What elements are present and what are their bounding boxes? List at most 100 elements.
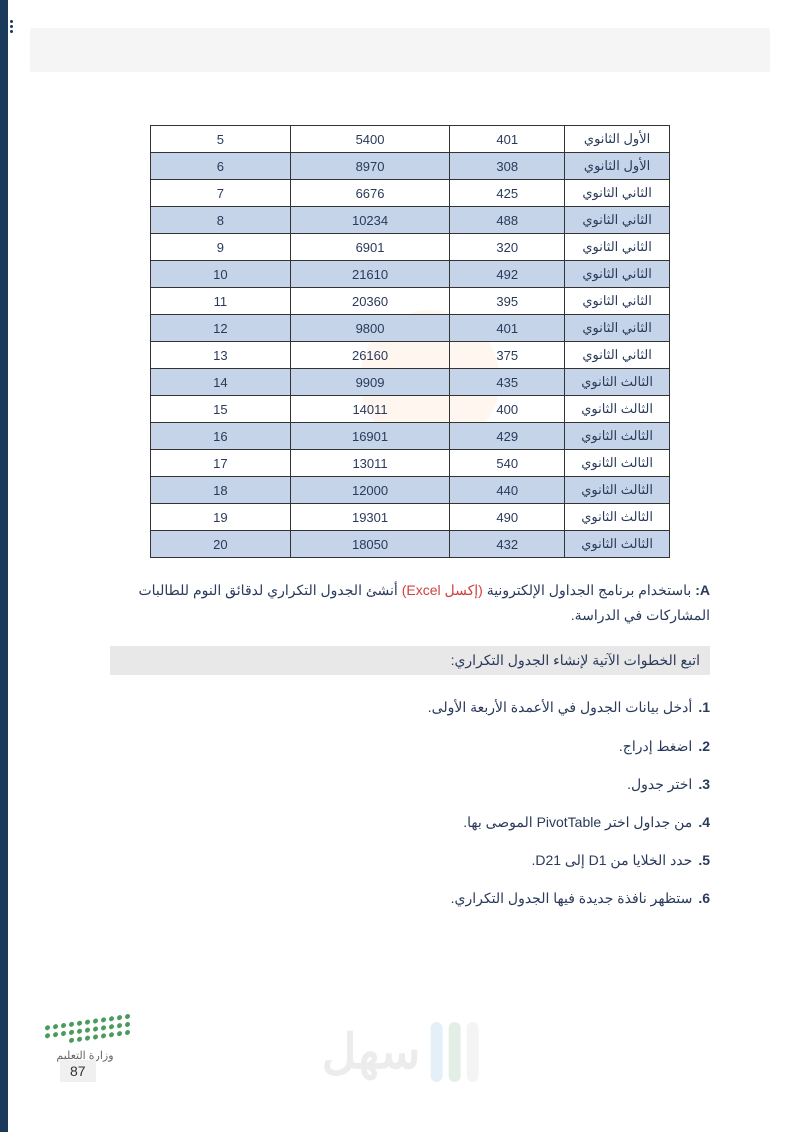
top-decoration-dots [10,20,13,33]
table-cell: 17 [151,450,291,477]
table-cell: 395 [450,288,565,315]
table-cell: الأول الثانوي [565,153,670,180]
table-cell: 19301 [290,504,450,531]
table-cell: الثاني الثانوي [565,342,670,369]
step-number: 5. [698,852,710,868]
step-item: 2. اضغط إدراج. [110,730,710,762]
question-excel: (إكسل Excel) [402,582,483,598]
step-text: من جداول اختر PivotTable الموصى بها. [463,814,692,830]
table-cell: 492 [450,261,565,288]
step-item: 4. من جداول اختر PivotTable الموصى بها. [110,806,710,838]
table-body: الأول الثانوي40154005الأول الثانوي308897… [151,126,670,558]
table-row: الثالث الثانوي5401301117 [151,450,670,477]
table-cell: 488 [450,207,565,234]
table-cell: 375 [450,342,565,369]
table-cell: 429 [450,423,565,450]
table-cell: 13011 [290,450,450,477]
question-paragraph: A: باستخدام برنامج الجداول الإلكترونية (… [110,578,710,628]
table-cell: الثاني الثانوي [565,207,670,234]
table-cell: الثالث الثانوي [565,450,670,477]
table-cell: الثالث الثانوي [565,504,670,531]
table-cell: 13 [151,342,291,369]
data-table: الأول الثانوي40154005الأول الثانوي308897… [150,125,670,558]
step-text: أدخل بيانات الجدول في الأعمدة الأربعة ال… [428,699,693,715]
page-content: الأول الثانوي40154005الأول الثانوي308897… [110,125,710,921]
table-row: الأول الثانوي30889706 [151,153,670,180]
table-cell: 5400 [290,126,450,153]
table-row: الثاني الثانوي3752616013 [151,342,670,369]
table-cell: 18050 [290,531,450,558]
table-row: الثاني الثانوي4922161010 [151,261,670,288]
table-cell: 6676 [290,180,450,207]
table-cell: 320 [450,234,565,261]
step-text: ستظهر نافذة جديدة فيها الجدول التكراري. [451,890,693,906]
step-number: 3. [698,776,710,792]
table-cell: 18 [151,477,291,504]
table-cell: 401 [450,315,565,342]
table-cell: 425 [450,180,565,207]
table-row: الثالث الثانوي4001401115 [151,396,670,423]
table-cell: 14011 [290,396,450,423]
question-prefix: باستخدام برنامج الجداول الإلكترونية [487,582,692,598]
table-cell: 440 [450,477,565,504]
step-number: 6. [698,890,710,906]
table-cell: 7 [151,180,291,207]
table-cell: 12000 [290,477,450,504]
table-cell: 16901 [290,423,450,450]
step-item: 5. حدد الخلايا من D1 إلى D21. [110,844,710,876]
table-cell: 12 [151,315,291,342]
table-cell: 20 [151,531,291,558]
table-cell: 14 [151,369,291,396]
watermark-text-ar: سهل [322,1024,421,1080]
table-cell: 9909 [290,369,450,396]
page-left-border [0,0,8,1132]
table-cell: 6901 [290,234,450,261]
table-row: الثالث الثانوي4401200018 [151,477,670,504]
table-cell: 9 [151,234,291,261]
step-text: حدد الخلايا من D1 إلى D21. [531,852,692,868]
table-cell: 432 [450,531,565,558]
table-cell: الثالث الثانوي [565,531,670,558]
question-label: A: [695,582,710,598]
table-row: الثالث الثانوي435990914 [151,369,670,396]
step-number: 1. [698,699,710,715]
table-row: الثاني الثانوي32069019 [151,234,670,261]
table-cell: 21610 [290,261,450,288]
step-number: 2. [698,738,710,754]
table-row: الثالث الثانوي4321805020 [151,531,670,558]
table-cell: 308 [450,153,565,180]
table-row: الثالث الثانوي4291690116 [151,423,670,450]
table-cell: الثاني الثانوي [565,288,670,315]
watermark-bars [430,1022,478,1082]
step-item: 3. اختر جدول. [110,768,710,800]
table-row: الثاني الثانوي401980012 [151,315,670,342]
table-cell: 26160 [290,342,450,369]
table-cell: الثاني الثانوي [565,315,670,342]
steps-list: 1. أدخل بيانات الجدول في الأعمدة الأربعة … [110,691,710,914]
table-row: الثاني الثانوي42566767 [151,180,670,207]
step-number: 4. [698,814,710,830]
table-cell: الثالث الثانوي [565,423,670,450]
step-text: اضغط إدراج. [619,738,692,754]
table-cell: 400 [450,396,565,423]
step-item: 1. أدخل بيانات الجدول في الأعمدة الأربعة … [110,691,710,723]
table-cell: 490 [450,504,565,531]
step-text: اختر جدول. [627,776,692,792]
table-row: الثالث الثانوي4901930119 [151,504,670,531]
table-cell: 10 [151,261,291,288]
table-cell: 10234 [290,207,450,234]
watermark: سهل [322,1022,479,1082]
page-number: 87 [60,1060,96,1082]
table-cell: الثاني الثانوي [565,261,670,288]
table-cell: 435 [450,369,565,396]
table-cell: الثالث الثانوي [565,477,670,504]
header-bar [30,28,770,72]
table-cell: 9800 [290,315,450,342]
table-cell: 6 [151,153,291,180]
table-cell: 19 [151,504,291,531]
table-cell: الثالث الثانوي [565,396,670,423]
table-cell: 540 [450,450,565,477]
instructions-title: اتبع الخطوات الآتية لإنشاء الجدول التكرا… [110,646,710,675]
table-cell: 16 [151,423,291,450]
table-cell: الثالث الثانوي [565,369,670,396]
